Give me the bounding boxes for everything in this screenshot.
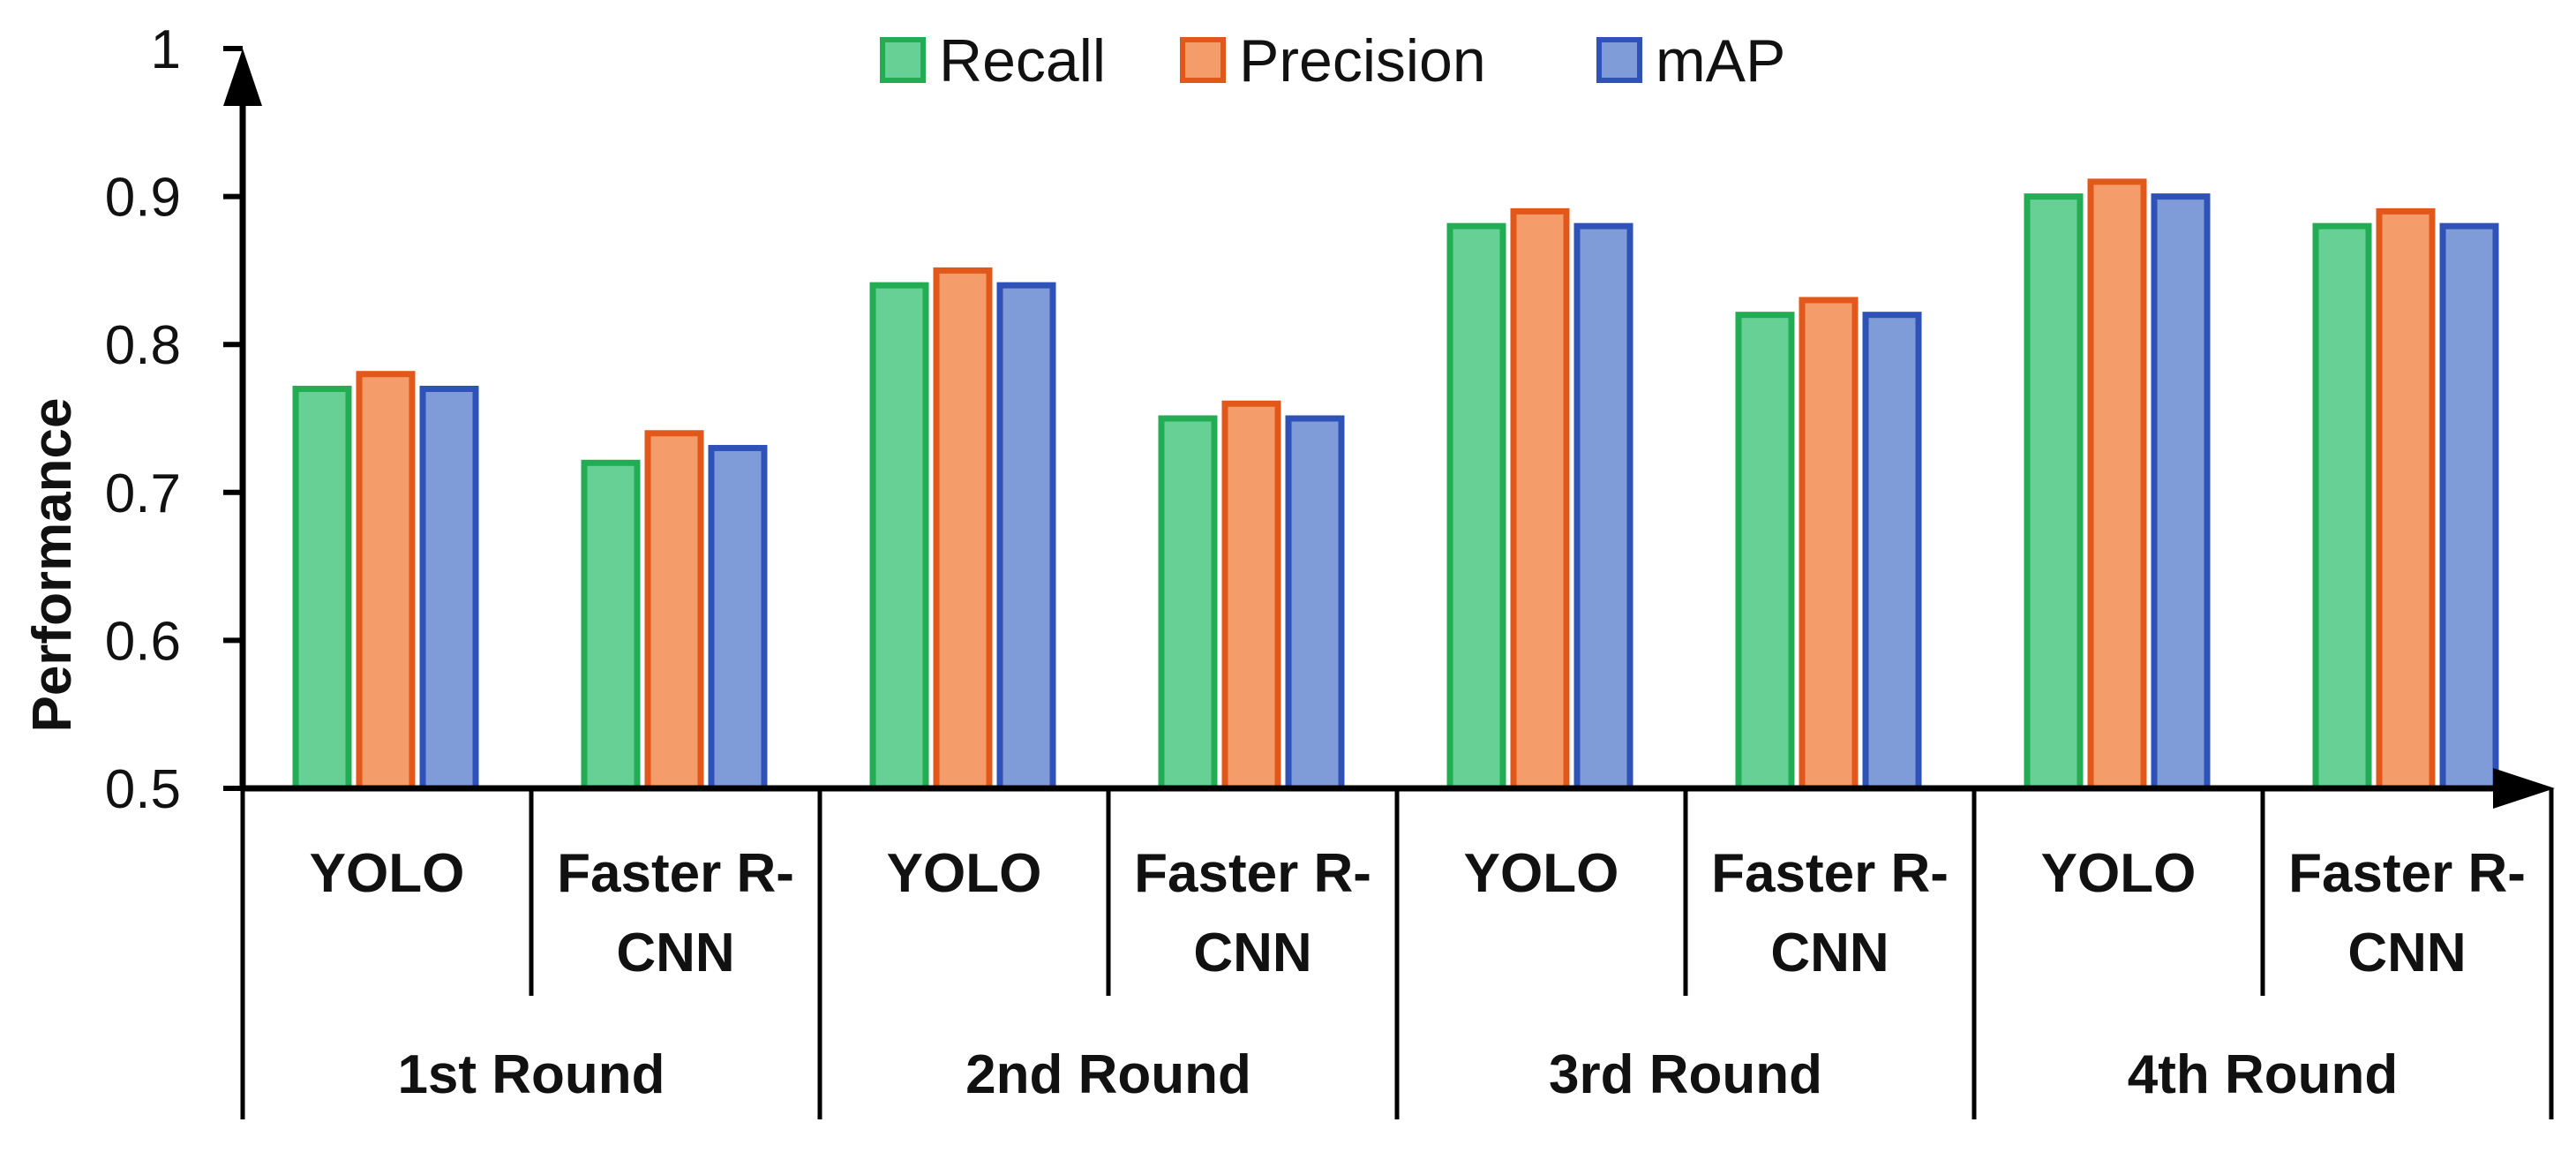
legend-swatch-recall — [880, 37, 926, 83]
y-tick-label: 0.7 — [105, 463, 181, 524]
model-label: Faster R- — [1134, 843, 1371, 904]
y-tick-label: 0.8 — [105, 315, 181, 376]
bar-precision-2-2 — [1221, 400, 1281, 792]
model-label: CNN — [1770, 923, 1889, 983]
legend-swatch-map — [1596, 37, 1642, 83]
round-label: 2nd Round — [965, 1044, 1251, 1105]
bar-map-3-1 — [1573, 222, 1633, 792]
y-tick-label: 1 — [151, 19, 181, 80]
bar-precision-3-2 — [1799, 297, 1859, 792]
bar-map-3-2 — [1862, 312, 1922, 792]
y-axis-title: Performance — [22, 397, 83, 732]
bar-recall-3-1 — [1446, 222, 1506, 792]
round-label: 3rd Round — [1549, 1044, 1822, 1105]
model-label: YOLO — [887, 843, 1042, 904]
y-tick-label: 0.6 — [105, 611, 181, 672]
bar-map-2-2 — [1285, 415, 1345, 792]
bar-recall-4-1 — [2024, 193, 2084, 792]
model-label: CNN — [1193, 923, 1311, 983]
model-label: Faster R- — [557, 843, 794, 904]
bar-map-1-1 — [419, 385, 479, 792]
bar-precision-2-1 — [933, 267, 993, 792]
bar-recall-4-2 — [2312, 222, 2372, 792]
model-label: YOLO — [2041, 843, 2197, 904]
bar-recall-2-2 — [1158, 415, 1218, 792]
bar-precision-3-1 — [1510, 207, 1570, 792]
bar-recall-2-1 — [869, 282, 929, 792]
legend-label-recall: Recall — [939, 27, 1106, 94]
bar-recall-3-2 — [1735, 312, 1795, 792]
legend-swatch-precision — [1180, 37, 1226, 83]
model-label: YOLO — [310, 843, 465, 904]
legend-label-precision: Precision — [1239, 27, 1486, 94]
y-tick-label: 0.5 — [105, 759, 181, 820]
bar-precision-4-1 — [2087, 178, 2147, 792]
bar-precision-1-2 — [644, 430, 704, 792]
bar-map-2-1 — [996, 282, 1056, 792]
model-label: YOLO — [1464, 843, 1619, 904]
y-tick-label: 0.9 — [105, 168, 181, 229]
model-label: CNN — [616, 923, 734, 983]
round-label: 4th Round — [2128, 1044, 2399, 1105]
legend-label-map: mAP — [1656, 27, 1785, 94]
model-label: CNN — [2347, 923, 2466, 983]
bar-recall-1-2 — [581, 459, 641, 792]
bar-precision-4-2 — [2376, 207, 2436, 792]
round-label: 1st Round — [397, 1044, 665, 1105]
model-label: Faster R- — [2288, 843, 2526, 904]
bar-map-4-1 — [2151, 193, 2211, 792]
bar-precision-1-1 — [356, 371, 416, 792]
bar-map-1-2 — [708, 445, 768, 792]
bar-recall-1-1 — [292, 385, 352, 792]
x-axis-arrowhead — [2493, 768, 2555, 809]
y-axis-arrowhead — [223, 49, 262, 106]
bar-map-4-2 — [2439, 222, 2499, 792]
model-label: Faster R- — [1711, 843, 1949, 904]
